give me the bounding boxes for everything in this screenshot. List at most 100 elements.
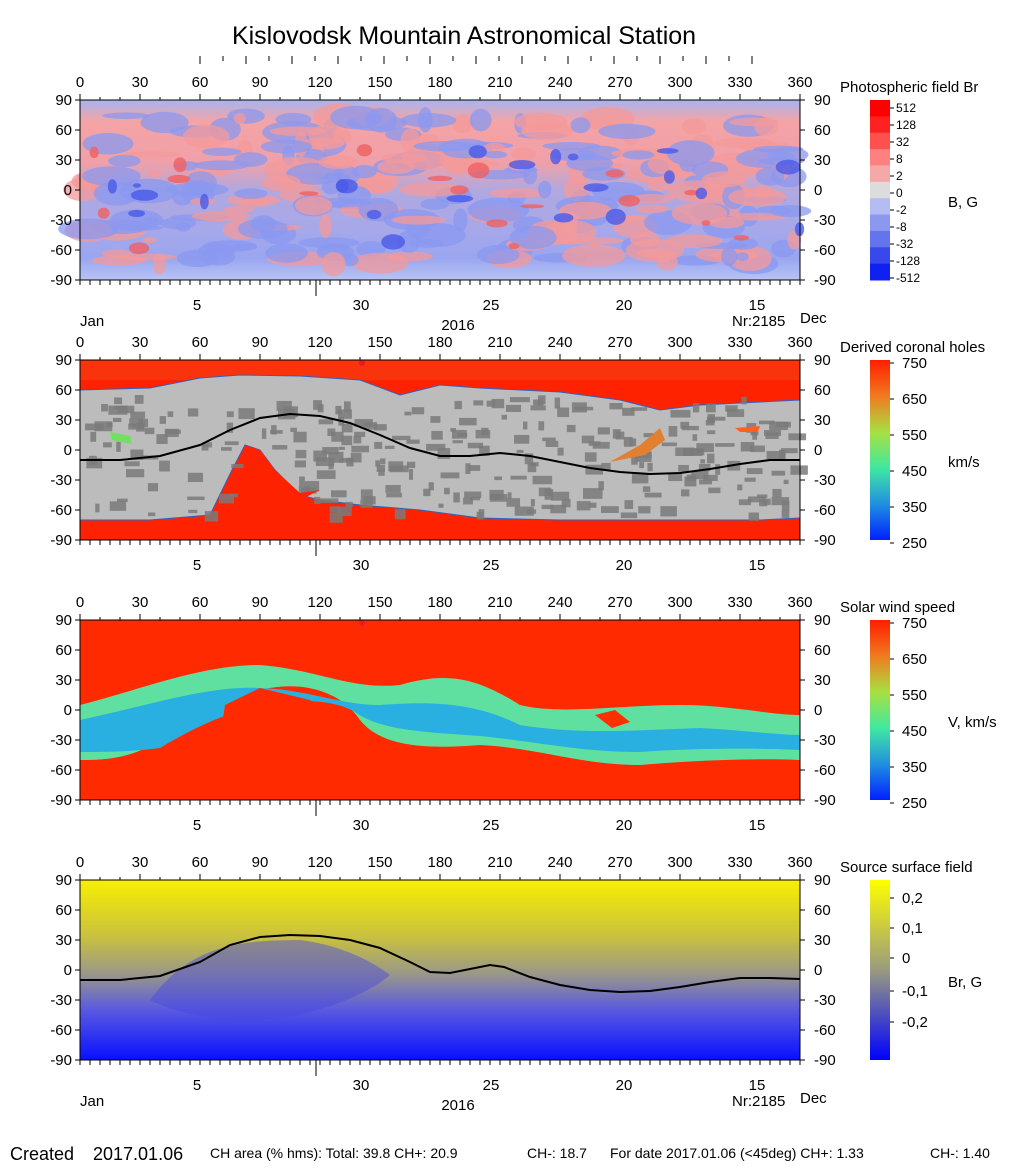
- closed-field-cell: [557, 407, 570, 418]
- colorbar-segment: [870, 198, 890, 216]
- positive-patch: [191, 211, 251, 222]
- closed-field-cell: [524, 453, 534, 465]
- y-tick-label-left: -30: [50, 732, 72, 749]
- negative-patch: [93, 181, 140, 206]
- closed-field-cell: [647, 462, 653, 472]
- closed-field-cell: [464, 491, 482, 499]
- closed-field-cell: [707, 453, 715, 464]
- positive-patch: [321, 252, 346, 277]
- strong-positive-patch: [173, 157, 187, 173]
- closed-field-cell: [544, 489, 554, 500]
- negative-patch: [622, 150, 655, 160]
- colorbar-tick-label: 750: [902, 615, 927, 632]
- negative-patch: [483, 150, 508, 159]
- closed-field-cell: [772, 488, 782, 498]
- strong-positive-patch: [128, 242, 150, 255]
- closed-field-cell: [554, 397, 561, 409]
- closed-field-cell: [623, 436, 633, 447]
- created-date: 2017.01.06: [93, 1144, 183, 1164]
- negative-patch: [184, 171, 218, 195]
- closed-field-cell: [147, 512, 156, 517]
- y-tick-label-left: 0: [64, 442, 72, 459]
- ch-minus-date: CH-: 1.40: [930, 1145, 990, 1161]
- closed-field-cell: [601, 462, 611, 471]
- closed-field-cell: [678, 464, 689, 472]
- x-tick-label: 90: [252, 594, 269, 611]
- colorbar: Photospheric field Br 512 128 32 8 2 0 -2 -8 -32 -…: [840, 79, 978, 285]
- closed-field-cell: [124, 461, 140, 467]
- closed-field-cell: [601, 506, 619, 513]
- colorbar-tick-label: 350: [902, 759, 927, 776]
- closed-field-cell: [117, 405, 135, 414]
- closed-field-cell: [337, 506, 352, 517]
- colorbar-tick-label: 550: [902, 427, 927, 444]
- closed-field-cell: [516, 449, 524, 454]
- closed-field-cell: [550, 504, 567, 514]
- closed-field-cell: [116, 441, 121, 452]
- negative-lobe: [150, 940, 390, 1020]
- strong-negative-patch: [656, 148, 679, 154]
- closed-field-cell: [294, 460, 306, 468]
- colorbar-unit: V, km/s: [948, 714, 997, 731]
- closed-field-cell: [373, 424, 387, 431]
- x-tick-label: 270: [607, 334, 632, 351]
- closed-field-cell: [299, 476, 305, 487]
- negative-patch: [143, 216, 159, 225]
- negative-patch: [413, 140, 474, 152]
- closed-field-cell: [715, 464, 721, 475]
- negative-patch: [318, 244, 349, 252]
- positive-patch: [223, 205, 254, 214]
- closed-field-cell: [431, 430, 443, 440]
- x-tick-label: 30: [132, 854, 149, 871]
- closed-field-cell: [276, 400, 292, 411]
- colorbar-tick-label: 450: [902, 723, 927, 740]
- fast-wind-spot: [595, 710, 630, 728]
- closed-field-cell: [360, 489, 373, 500]
- x-tick-label: 150: [367, 854, 392, 871]
- y-tick-label-right: 30: [814, 412, 831, 429]
- closed-field-cell: [404, 411, 412, 416]
- closed-field-cell: [95, 503, 100, 513]
- date-tick-label: 25: [483, 817, 500, 834]
- x-tick-label: 0: [76, 334, 84, 351]
- y-tick-label-right: 90: [814, 352, 831, 369]
- closed-field-cell: [475, 429, 491, 439]
- x-tick-label: 120: [307, 74, 332, 91]
- date-tick-label: 30: [353, 557, 370, 574]
- y-tick-label-left: 30: [55, 672, 72, 689]
- x-tick-label: 180: [427, 594, 452, 611]
- positive-patch: [483, 142, 505, 154]
- coronal-hole-west: [110, 432, 132, 444]
- negative-patch: [233, 152, 268, 167]
- closed-field-cell: [692, 403, 700, 413]
- closed-field-cell: [350, 452, 362, 463]
- negative-patch: [237, 218, 288, 239]
- strong-positive-patch: [486, 219, 508, 228]
- closed-field-cell: [346, 457, 354, 467]
- closed-field-cell: [491, 398, 505, 409]
- strong-positive-patch: [89, 146, 99, 159]
- closed-field-cell: [571, 402, 587, 413]
- y-tick-label-right: 60: [814, 122, 831, 139]
- closed-field-cell: [219, 493, 234, 504]
- strong-negative-patch: [583, 183, 609, 192]
- closed-field-cell: [537, 395, 546, 405]
- closed-field-cell: [629, 438, 637, 447]
- positive-patch: [120, 151, 181, 158]
- closed-field-cell: [510, 475, 527, 480]
- year-label: 2016: [441, 317, 474, 334]
- closed-field-cell: [187, 472, 204, 483]
- closed-field-cell: [444, 487, 450, 495]
- x-tick-label: 300: [667, 74, 692, 91]
- closed-field-cell: [430, 416, 441, 423]
- positive-patch: [636, 204, 669, 214]
- x-tick-label: 180: [427, 74, 452, 91]
- closed-field-cell: [542, 437, 556, 442]
- closed-field-cell: [545, 440, 559, 447]
- negative-patch: [420, 198, 450, 210]
- colorbar-segment: [870, 116, 890, 134]
- colorbar-gradient: [870, 360, 890, 540]
- colorbar-tick-label: 650: [902, 651, 927, 668]
